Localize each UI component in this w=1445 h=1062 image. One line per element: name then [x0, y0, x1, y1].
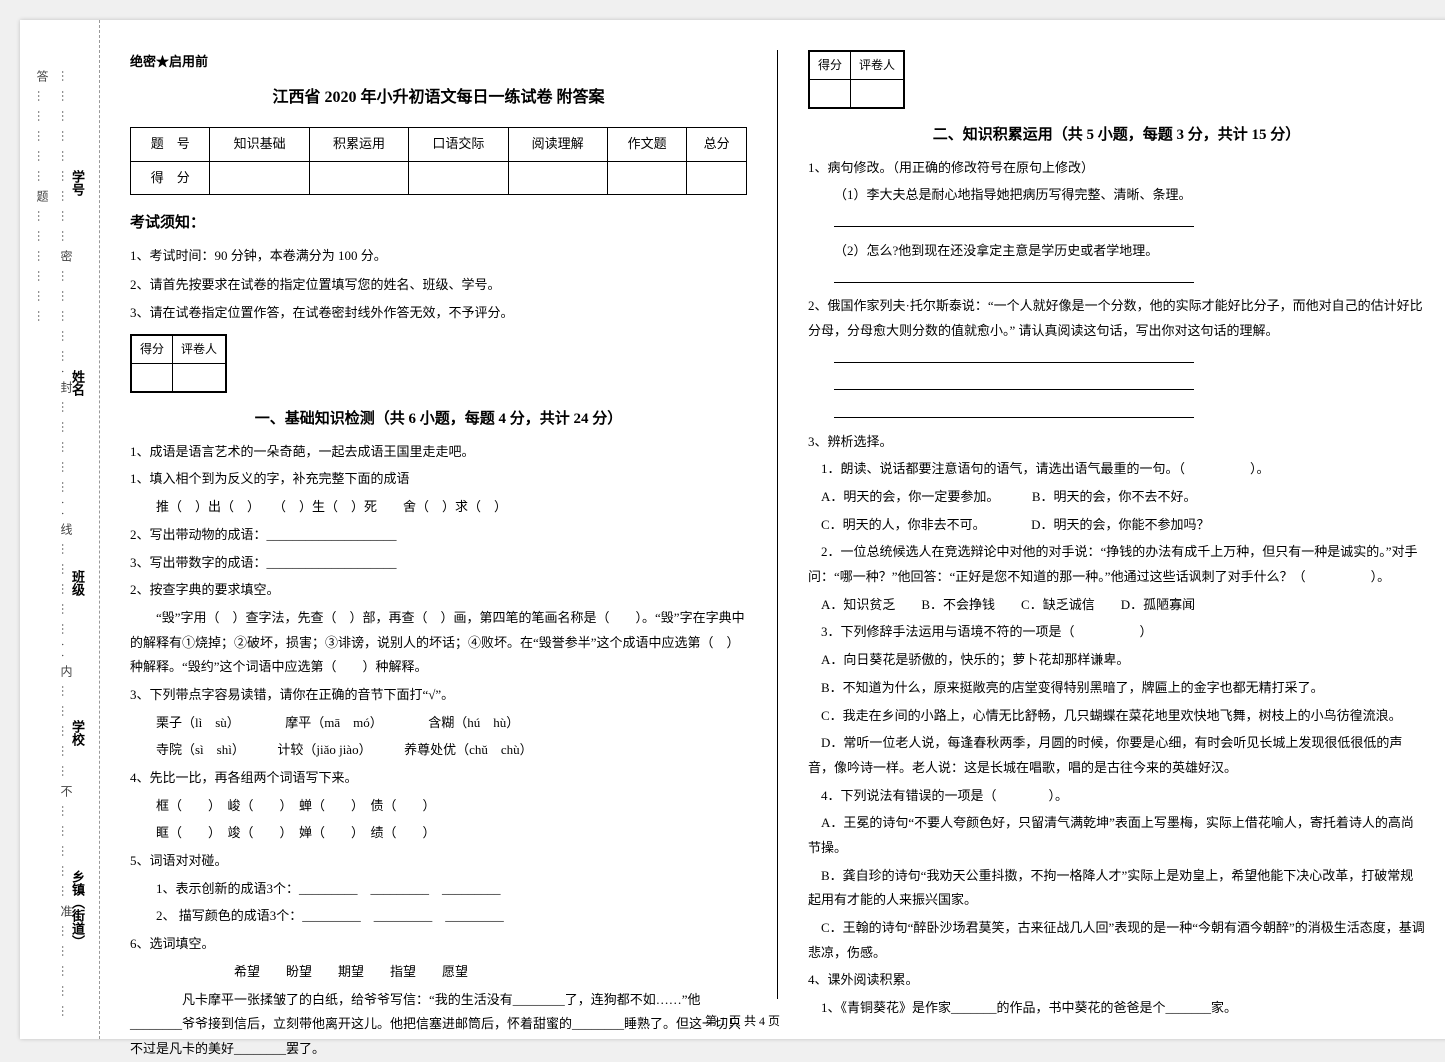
- score-cell: 得 分: [131, 161, 210, 195]
- r2-stem: 2、俄国作家列夫·托尔斯泰说：“一个人就好像是一个分数，他的实际才能好比分子，而…: [808, 294, 1425, 343]
- notice-item: 3、请在试卷指定位置作答，在试卷密封线外作答无效，不予评分。: [130, 301, 747, 326]
- content-columns: 绝密★启用前 江西省 2020 年小升初语文每日一练试卷 附答案 题 号 知识基…: [100, 20, 1445, 1039]
- r3-line: A．王冕的诗句“不要人夸颜色好，只留清气满乾坤”表面上写墨梅，实际上借花喻人，寄…: [808, 811, 1425, 860]
- score-mini-box: 得分 评卷人: [130, 334, 227, 393]
- scorebox-score: 得分: [810, 52, 851, 80]
- score-cell: [508, 161, 607, 195]
- page-footer: 第 1 页 共 4 页: [20, 1012, 1445, 1029]
- notice-title: 考试须知：: [130, 209, 747, 238]
- q5-line: 1、表示创新的成语3个：_________ _________ ________…: [130, 877, 747, 902]
- r3-line: C．明天的人，你非去不可。 D．明天的会，你能不参加吗？: [808, 513, 1425, 538]
- r1-line: （2）怎么?他到现在还没拿定主意是学历史或者学地理。: [808, 239, 1425, 264]
- score-header: 阅读理解: [508, 128, 607, 162]
- q4-line: 眶（ ） 竣（ ） 婵（ ） 绩（ ）: [130, 821, 747, 846]
- binding-seal-text: ………………………密…………….封……………..线……………..内……………不……: [30, 70, 78, 1039]
- score-header: 知识基础: [210, 128, 309, 162]
- r4-stem: 4、课外阅读积累。: [808, 968, 1425, 993]
- notice-item: 1、考试时间：90 分钟，本卷满分为 100 分。: [130, 244, 747, 269]
- q2-stem: 2、按查字典的要求填空。: [130, 578, 747, 603]
- section2-title: 二、知识积累运用（共 5 小题，每题 3 分，共计 15 分）: [808, 121, 1425, 150]
- q4-stem: 4、先比一比，再各组两个词语写下来。: [130, 766, 747, 791]
- r3-line: A．明天的会，你一定要参加。 B．明天的会，你不去不好。: [808, 485, 1425, 510]
- q3-line: 寺院（sì shì） 计较（jiǎo jiào） 养尊处优（chǔ chù）: [130, 738, 747, 763]
- q5-stem: 5、词语对对碰。: [130, 849, 747, 874]
- answer-line: [834, 405, 1194, 418]
- q1-line: 3、写出带数字的成语：____________________: [130, 551, 747, 576]
- scorebox-grader: 评卷人: [173, 336, 226, 364]
- q1-line: 1、填入相个到为反义的字，补充完整下面的成语: [130, 467, 747, 492]
- left-column: 绝密★启用前 江西省 2020 年小升初语文每日一练试卷 附答案 题 号 知识基…: [130, 50, 747, 999]
- binding-margin: 乡镇（街道） 学校 班级 姓名 学号 ………………………密…………….封……………: [20, 20, 100, 1039]
- q1-line: 推（ ）出（ ） （ ）生（ ）死 舍（ ）求（ ）: [130, 495, 747, 520]
- score-table: 题 号 知识基础 积累运用 口语交际 阅读理解 作文题 总分 得 分: [130, 127, 747, 195]
- secret-label: 绝密★启用前: [130, 50, 747, 75]
- r3-line: C．我走在乡间的小路上，心情无比舒畅，几只蝴蝶在菜花地里欢快地飞舞，树枝上的小鸟…: [808, 704, 1425, 729]
- paper-title: 江西省 2020 年小升初语文每日一练试卷 附答案: [130, 83, 747, 113]
- score-cell: [210, 161, 309, 195]
- score-cell: [309, 161, 408, 195]
- r3-line: B．不知道为什么，原来挺敞亮的店堂变得特别黑暗了，牌匾上的金字也都无精打采了。: [808, 676, 1425, 701]
- r3-line: A．知识贫乏 B．不会挣钱 C．缺乏诚信 D．孤陋寡闻: [808, 593, 1425, 618]
- answer-line: [834, 377, 1194, 390]
- r3-line: 1．朗读、说话都要注意语句的语气，请选出语气最重的一句。（ ）。: [808, 457, 1425, 482]
- r3-line: 4．下列说法有错误的一项是（ ）。: [808, 784, 1425, 809]
- column-separator: [777, 50, 778, 999]
- table-row: 得 分: [131, 161, 747, 195]
- scorebox-score: 得分: [132, 336, 173, 364]
- q5-line: 2、 描写颜色的成语3个：_________ _________ _______…: [130, 904, 747, 929]
- score-header: 积累运用: [309, 128, 408, 162]
- answer-line: [834, 214, 1194, 227]
- r1-stem: 1、病句修改。（用正确的修改符号在原句上修改）: [808, 156, 1425, 181]
- q1-stem: 1、成语是语言艺术的一朵奇葩，一起去成语王国里走走吧。: [130, 440, 747, 465]
- q1-line: 2、写出带动物的成语：____________________: [130, 523, 747, 548]
- score-cell: [409, 161, 508, 195]
- r3-stem: 3、辨析选择。: [808, 430, 1425, 455]
- score-header: 总分: [687, 128, 747, 162]
- right-column: 得分 评卷人 二、知识积累运用（共 5 小题，每题 3 分，共计 15 分） 1…: [808, 50, 1425, 999]
- q3-line: 栗子（lì sù） 摩平（mā mó） 含糊（hú hù）: [130, 711, 747, 736]
- score-header: 作文题: [607, 128, 686, 162]
- notice-item: 2、请首先按要求在试卷的指定位置填写您的姓名、班级、学号。: [130, 273, 747, 298]
- answer-line: [834, 350, 1194, 363]
- score-header: 口语交际: [409, 128, 508, 162]
- q2-line: “毁”字用（ ）查字法，先查（ ）部，再查（ ）画，第四笔的笔画名称是（ ）。“…: [130, 606, 747, 680]
- r3-line: D．常听一位老人说，每逢春秋两季，月圆的时候，你要是心细，有时会听见长城上发现很…: [808, 731, 1425, 780]
- answer-line: [834, 270, 1194, 283]
- page: 乡镇（街道） 学校 班级 姓名 学号 ………………………密…………….封……………: [20, 20, 1445, 1039]
- q4-line: 框（ ） 峻（ ） 蝉（ ） 债（ ）: [130, 794, 747, 819]
- score-cell: [687, 161, 747, 195]
- q6-stem: 6、选词填空。: [130, 932, 747, 957]
- q6-line: 希望 盼望 期望 指望 愿望: [130, 960, 747, 985]
- score-mini-box: 得分 评卷人: [808, 50, 905, 109]
- r3-line: B．龚自珍的诗句“我劝天公重抖擞，不拘一格降人才”实际上是劝皇上，希望他能下决心…: [808, 864, 1425, 913]
- r1-line: （1）李大夫总是耐心地指导她把病历写得完整、清晰、条理。: [808, 183, 1425, 208]
- section1-title: 一、基础知识检测（共 6 小题，每题 4 分，共计 24 分）: [130, 405, 747, 434]
- q3-stem: 3、下列带点字容易读错，请你在正确的音节下面打“√”。: [130, 683, 747, 708]
- r3-line: 2．一位总统候选人在竞选辩论中对他的对手说：“挣钱的办法有成千上万种，但只有一种…: [808, 540, 1425, 589]
- r3-line: 3．下列修辞手法运用与语境不符的一项是（ ）: [808, 620, 1425, 645]
- r3-line: C．王翰的诗句“醉卧沙场君莫笑，古来征战几人回”表现的是一种“今朝有酒今朝醉”的…: [808, 916, 1425, 965]
- score-cell: [607, 161, 686, 195]
- table-row: 题 号 知识基础 积累运用 口语交际 阅读理解 作文题 总分: [131, 128, 747, 162]
- score-header: 题 号: [131, 128, 210, 162]
- r3-line: A．向日葵花是骄傲的，快乐的；萝卜花却那样谦卑。: [808, 648, 1425, 673]
- scorebox-grader: 评卷人: [851, 52, 904, 80]
